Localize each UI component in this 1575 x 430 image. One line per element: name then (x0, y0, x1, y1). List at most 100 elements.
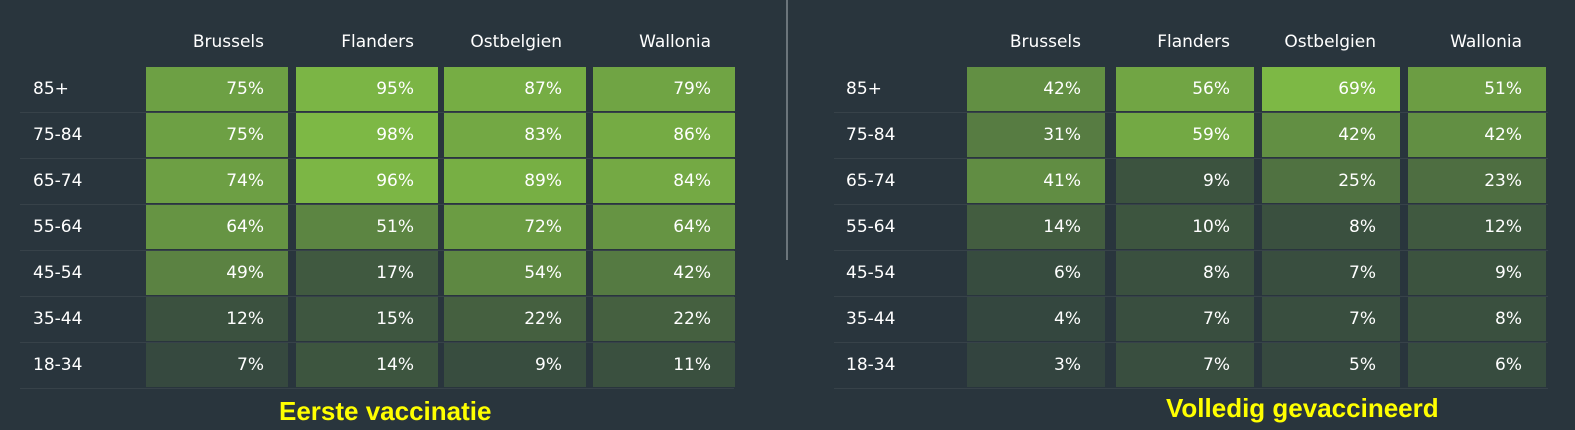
heatmap-cell: 12% (146, 297, 288, 341)
heatmap-cell: 3% (967, 343, 1105, 387)
row-separator (834, 204, 1548, 205)
cell-value-label: 75% (226, 125, 264, 145)
row-label: 35-44 (33, 309, 83, 329)
column-header: Brussels (1009, 32, 1081, 52)
heatmap-cell: 8% (1262, 205, 1400, 249)
row-separator (834, 296, 1548, 297)
cell-value-label: 59% (1192, 125, 1230, 145)
heatmap-cell: 7% (1116, 343, 1254, 387)
heatmap-cell: 9% (1408, 251, 1546, 295)
row-label: 75-84 (846, 125, 896, 145)
heatmap-cell: 51% (296, 205, 438, 249)
heatmap-cell: 64% (593, 205, 735, 249)
heatmap-cell: 51% (1408, 67, 1546, 111)
row-label: 18-34 (846, 355, 896, 375)
row-separator (834, 342, 1548, 343)
cell-value-label: 8% (1203, 263, 1230, 283)
cell-value-label: 4% (1054, 309, 1081, 329)
heatmap-cell: 72% (444, 205, 586, 249)
heatmap-cell: 6% (1408, 343, 1546, 387)
cell-value-label: 22% (524, 309, 562, 329)
row-label: 55-64 (33, 217, 83, 237)
panel-divider (786, 0, 788, 260)
cell-value-label: 56% (1192, 79, 1230, 99)
cell-value-label: 23% (1484, 171, 1522, 191)
column-header: Wallonia (639, 32, 711, 52)
heatmap-cell: 23% (1408, 159, 1546, 203)
cell-value-label: 12% (226, 309, 264, 329)
cell-value-label: 42% (673, 263, 711, 283)
cell-value-label: 89% (524, 171, 562, 191)
cell-value-label: 7% (1349, 263, 1376, 283)
cell-value-label: 11% (673, 355, 711, 375)
heatmap-cell: 8% (1408, 297, 1546, 341)
cell-value-label: 12% (1484, 217, 1522, 237)
heatmap-cell: 87% (444, 67, 586, 111)
heatmap-cell: 98% (296, 113, 438, 157)
chart-title: Volledig gevaccineerd (1166, 393, 1439, 423)
cell-value-label: 42% (1484, 125, 1522, 145)
row-label: 18-34 (33, 355, 83, 375)
cell-value-label: 9% (535, 355, 562, 375)
cell-value-label: 98% (376, 125, 414, 145)
cell-value-label: 72% (524, 217, 562, 237)
cell-value-label: 84% (673, 171, 711, 191)
heatmap-cell: 10% (1116, 205, 1254, 249)
cell-value-label: 25% (1338, 171, 1376, 191)
heatmap-cell: 31% (967, 113, 1105, 157)
row-separator (20, 112, 734, 113)
row-separator (20, 388, 734, 389)
cell-value-label: 8% (1495, 309, 1522, 329)
row-label: 45-54 (33, 263, 83, 283)
heatmap-cell: 74% (146, 159, 288, 203)
row-separator (20, 250, 734, 251)
cell-value-label: 6% (1495, 355, 1522, 375)
heatmap-cell: 75% (146, 113, 288, 157)
row-label: 85+ (846, 79, 882, 99)
row-separator (834, 388, 1548, 389)
heatmap-cell: 56% (1116, 67, 1254, 111)
cell-value-label: 15% (376, 309, 414, 329)
cell-value-label: 51% (376, 217, 414, 237)
row-separator (20, 204, 734, 205)
cell-value-label: 10% (1192, 217, 1230, 237)
row-separator (20, 296, 734, 297)
cell-value-label: 95% (376, 79, 414, 99)
row-label: 35-44 (846, 309, 896, 329)
heatmap-cell: 54% (444, 251, 586, 295)
heatmap-cell: 95% (296, 67, 438, 111)
cell-value-label: 7% (1203, 355, 1230, 375)
heatmap-cell: 6% (967, 251, 1105, 295)
row-label: 65-74 (33, 171, 83, 191)
heatmap-cell: 9% (444, 343, 586, 387)
row-label: 45-54 (846, 263, 896, 283)
row-label: 55-64 (846, 217, 896, 237)
cell-value-label: 49% (226, 263, 264, 283)
row-separator (834, 158, 1548, 159)
cell-value-label: 64% (226, 217, 264, 237)
heatmap-cell: 11% (593, 343, 735, 387)
cell-value-label: 14% (376, 355, 414, 375)
cell-value-label: 9% (1203, 171, 1230, 191)
heatmap-cell: 86% (593, 113, 735, 157)
chart-title: Eerste vaccinatie (279, 396, 492, 426)
cell-value-label: 69% (1338, 79, 1376, 99)
heatmap-cell: 59% (1116, 113, 1254, 157)
column-header: Ostbelgien (1284, 32, 1376, 52)
heatmap-cell: 42% (967, 67, 1105, 111)
heatmap-cell: 15% (296, 297, 438, 341)
cell-value-label: 42% (1338, 125, 1376, 145)
heatmap-cell: 14% (967, 205, 1105, 249)
row-separator (20, 158, 734, 159)
cell-value-label: 83% (524, 125, 562, 145)
heatmap-cell: 22% (593, 297, 735, 341)
heatmap-cell: 12% (1408, 205, 1546, 249)
heatmap-cell: 96% (296, 159, 438, 203)
cell-value-label: 41% (1043, 171, 1081, 191)
column-header: Wallonia (1450, 32, 1522, 52)
row-label: 85+ (33, 79, 69, 99)
column-header: Flanders (1157, 32, 1230, 52)
